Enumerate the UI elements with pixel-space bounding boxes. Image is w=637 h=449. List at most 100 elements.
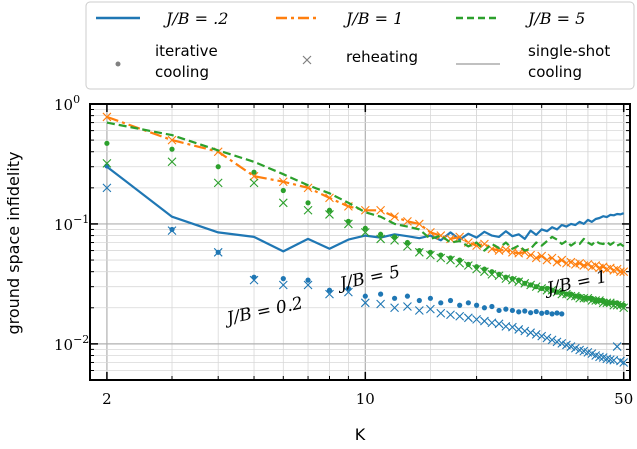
iterative-point-jb5 — [516, 277, 522, 283]
reheating-point-jb5 — [360, 228, 370, 237]
iterative-point-jb2 — [215, 249, 221, 255]
iterative-point-jb5 — [427, 249, 434, 255]
reheating-point-jb2 — [344, 287, 353, 297]
reheating-point-jb2 — [612, 342, 622, 351]
x-tick-label: 50 — [614, 390, 633, 408]
iterative-point-jb5 — [554, 289, 560, 295]
iterative-point-jb5 — [447, 255, 454, 261]
iterative-point-jb2 — [528, 310, 534, 316]
reheating-point-jb2 — [390, 303, 399, 313]
iterative-point-jb5 — [251, 169, 257, 175]
iterative-point-jb5 — [539, 285, 545, 292]
reheating-point-jb2 — [376, 299, 385, 309]
plot-data — [102, 112, 629, 367]
reheating-point-jb5 — [325, 210, 334, 219]
iterative-point-jb2 — [509, 307, 516, 314]
iterative-point-jb2 — [473, 302, 480, 308]
iterative-point-jb5 — [581, 295, 587, 301]
iterative-point-jb5 — [544, 285, 550, 292]
iterative-point-jb5 — [362, 225, 368, 231]
reheating-point-jb5 — [455, 258, 465, 268]
reheating-point-jb2 — [514, 325, 524, 334]
iterative-point-jb2 — [391, 295, 398, 301]
iterative-point-jb5 — [549, 287, 555, 293]
single-shot-line-jb2 — [106, 165, 625, 253]
reheating-point-jb2 — [557, 338, 567, 348]
iterative-point-jb2 — [362, 293, 368, 299]
iterative-point-jb5 — [568, 291, 574, 297]
reheating-point-jb2 — [508, 322, 517, 332]
legend-label-jb1: J/B = 1 — [343, 9, 403, 28]
reheating-point-jb2 — [102, 183, 112, 193]
reheating-point-jb5 — [376, 234, 385, 244]
reheating-point-jb5 — [303, 205, 313, 215]
iterative-point-jb5 — [593, 297, 599, 304]
reheating-point-jb2 — [446, 310, 455, 320]
y-tick-label: 100 — [54, 93, 80, 114]
reheating-point-jb2 — [605, 355, 615, 364]
reheating-point-jb2 — [602, 354, 612, 364]
legend-label-reheating: reheating — [346, 48, 418, 66]
reheating-point-jb2 — [494, 319, 504, 329]
iterative-point-jb2 — [416, 297, 422, 304]
reheating-point-jb2 — [537, 331, 547, 341]
reheating-point-jb5 — [426, 250, 435, 260]
iterative-point-jb2 — [544, 309, 550, 316]
iterative-point-jb2 — [447, 297, 454, 304]
reheating-point-jb2 — [472, 315, 481, 324]
iterative-point-jb2 — [345, 285, 351, 292]
iterative-point-jb2 — [539, 310, 545, 316]
iterative-point-jb5 — [577, 293, 583, 299]
reheating-point-jb5 — [278, 198, 288, 208]
iterative-point-jb5 — [563, 291, 570, 297]
reheating-point-jb5 — [436, 253, 446, 263]
iterative-point-jb5 — [559, 289, 565, 295]
iterative-point-jb2 — [251, 274, 257, 280]
y-tick-label: 10−2 — [54, 333, 89, 354]
iterative-point-jb2 — [496, 307, 502, 314]
reheating-point-jb5 — [213, 178, 223, 188]
iterative-point-jb5 — [528, 282, 534, 288]
iterative-point-jb5 — [305, 200, 311, 206]
iterative-point-jb5 — [522, 280, 528, 286]
reheating-point-jb2 — [547, 335, 557, 345]
reheating-point-jb1 — [501, 245, 511, 255]
iterative-point-jb5 — [503, 274, 509, 280]
legend-label-iterative-2: cooling — [155, 63, 209, 81]
reheating-point-jb2 — [520, 326, 530, 336]
iterative-point-jb5 — [345, 218, 351, 225]
reheating-point-jb5 — [167, 157, 177, 167]
iterative-point-jb2 — [559, 311, 565, 317]
legend-frame — [85, 1, 635, 90]
reheating-point-jb2 — [303, 280, 313, 290]
iterative-point-jb5 — [533, 284, 539, 290]
reheating-point-jb2 — [562, 340, 571, 350]
reheating-point-jb1 — [619, 267, 629, 277]
iterative-point-jb2 — [457, 302, 463, 308]
reheating-point-jb2 — [426, 304, 435, 314]
annotation-jb02: J/B = 0.2 — [222, 293, 305, 329]
x-tick-label: 10 — [356, 390, 375, 408]
legend-label-single-shot-2: cooling — [528, 63, 582, 81]
single-shot-line-jb1 — [106, 115, 624, 273]
iterative-point-jb2 — [465, 300, 471, 306]
iterative-point-jb5 — [215, 164, 221, 170]
iterative-point-jb5 — [473, 264, 480, 270]
iterative-point-jb5 — [416, 247, 422, 254]
iterative-point-jb2 — [533, 308, 539, 315]
iterative-point-jb2 — [549, 311, 555, 317]
y-axis-label: ground space infidelity — [4, 151, 23, 334]
iterative-point-jb2 — [516, 309, 522, 315]
legend: J/B = .2 J/B = 1 J/B = 5 iterative cooli… — [85, 1, 635, 90]
reheating-point-jb2 — [480, 316, 489, 326]
annotation-jb5: J/B = 5 — [335, 262, 402, 295]
reheating-point-jb5 — [390, 235, 399, 245]
iterative-point-jb5 — [438, 252, 444, 258]
legend-label-jb5: J/B = 5 — [525, 9, 585, 28]
iterative-point-jb5 — [391, 234, 398, 240]
reheating-point-jb1 — [403, 217, 412, 226]
reheating-point-jb2 — [526, 328, 536, 338]
reheating-point-jb5 — [403, 241, 412, 251]
iterative-point-jb2 — [169, 226, 175, 233]
iterative-point-jb2 — [404, 293, 411, 299]
